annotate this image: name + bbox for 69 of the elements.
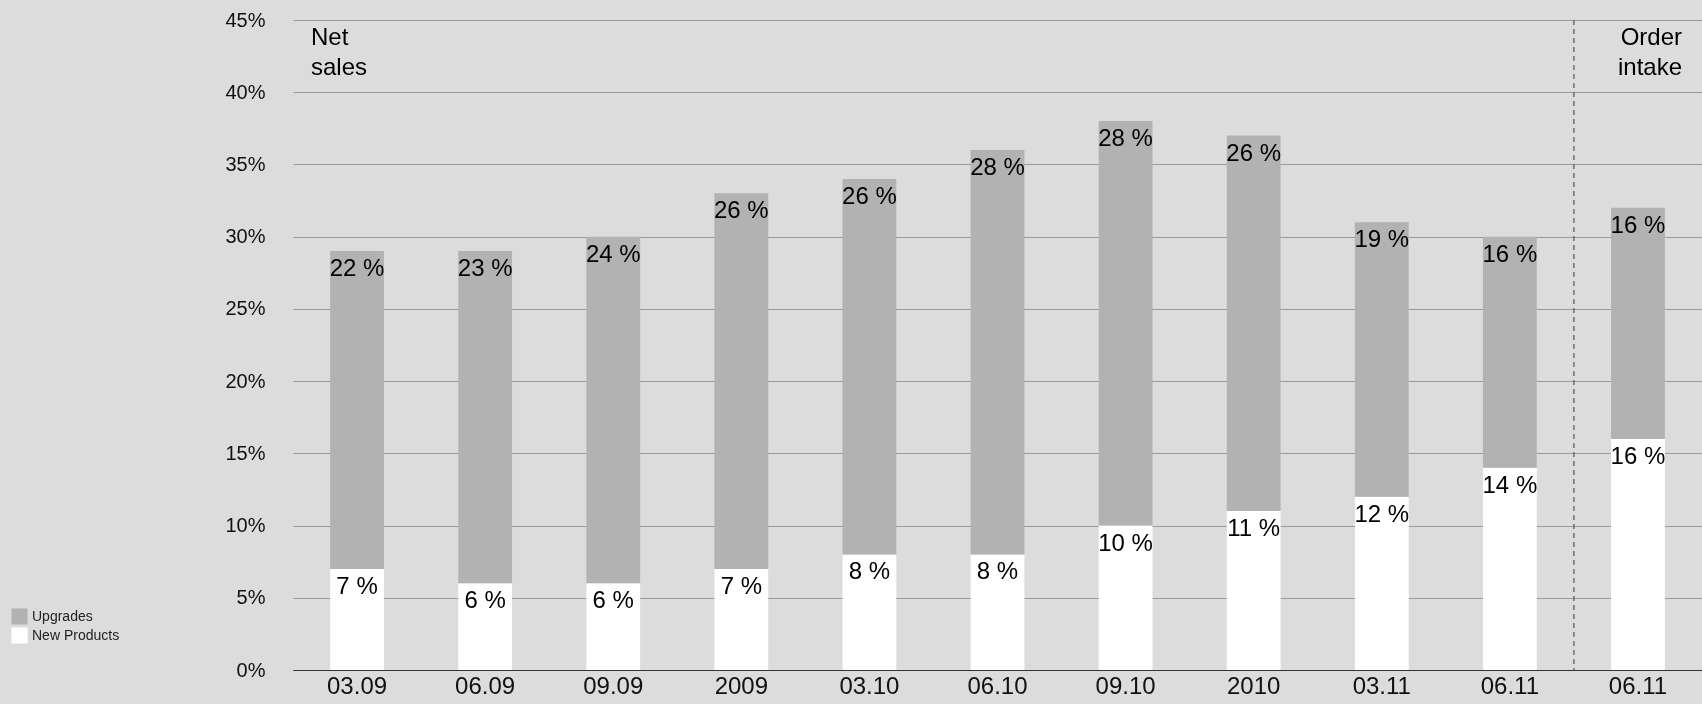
- data-label: 28 %: [970, 153, 1025, 180]
- data-label: 16 %: [1482, 239, 1538, 267]
- bar: [1354, 222, 1409, 497]
- data-label: 16 %: [1610, 210, 1666, 238]
- x-tick-label: 2010: [1226, 671, 1281, 699]
- bar: [970, 554, 1025, 670]
- y-tick-label: 10%: [225, 514, 266, 537]
- y-tick-label: 25%: [225, 297, 266, 320]
- legend-label: New Products: [32, 626, 120, 643]
- x-tick-label: 06.11: [1608, 671, 1668, 699]
- data-label: 8 %: [976, 557, 1019, 585]
- data-label: 12 %: [1354, 499, 1410, 527]
- bar: [586, 236, 641, 584]
- bar: [1482, 467, 1537, 670]
- bar: [1611, 207, 1665, 439]
- data-label: 23 %: [457, 254, 513, 282]
- data-label: 26 %: [842, 181, 897, 209]
- annotation: Net sales: [311, 23, 368, 80]
- bar: [458, 251, 513, 584]
- legend-label: Upgrades: [32, 607, 93, 624]
- bar: [1098, 525, 1153, 670]
- x-tick-label: 03.11: [1352, 671, 1411, 699]
- annotation: Order intake: [1617, 23, 1682, 80]
- data-label: 28 %: [1098, 124, 1153, 152]
- data-label: 7 %: [720, 571, 762, 599]
- data-label: 22 %: [329, 254, 385, 282]
- y-tick-label: 45%: [225, 8, 266, 31]
- bar: [1226, 511, 1281, 670]
- data-label: 24 %: [585, 239, 641, 267]
- x-tick-label: 09.09: [583, 671, 644, 699]
- x-tick-label: 06.09: [455, 671, 516, 699]
- data-label: 26 %: [713, 196, 769, 224]
- data-label: 7 %: [336, 571, 378, 599]
- y-tick-label: 15%: [225, 441, 266, 464]
- data-label: 11 %: [1227, 514, 1281, 542]
- bar: [330, 568, 384, 670]
- bar: [714, 193, 769, 569]
- bar: [714, 568, 769, 670]
- bar: [458, 583, 513, 670]
- x-tick-label: 06.11: [1480, 671, 1539, 699]
- bar: [1226, 135, 1281, 512]
- bar: [970, 150, 1025, 555]
- bar: [1611, 438, 1665, 670]
- y-tick-label: 5%: [236, 586, 266, 609]
- bar: [586, 583, 641, 670]
- data-label: 14 %: [1482, 470, 1538, 498]
- bar: [1098, 121, 1153, 526]
- data-label: 6 %: [464, 586, 506, 614]
- data-label: 19 %: [1354, 225, 1410, 253]
- x-tick-label: 09.10: [1095, 671, 1156, 699]
- y-tick-label: 40%: [225, 80, 266, 103]
- bar: [330, 251, 384, 569]
- x-tick-label: 06.10: [967, 671, 1028, 699]
- data-label: 10 %: [1098, 528, 1153, 556]
- x-tick-label: 03.09: [327, 671, 388, 699]
- bar: [1354, 496, 1409, 670]
- x-tick-label: 03.10: [839, 671, 900, 699]
- x-tick-label: 2009: [714, 671, 769, 699]
- y-tick-label: 0%: [236, 658, 266, 681]
- bar: [842, 554, 897, 670]
- data-label: 6 %: [592, 586, 634, 614]
- data-label: 8 %: [848, 557, 891, 585]
- bar: [1482, 236, 1537, 468]
- data-label: 16 %: [1610, 441, 1666, 469]
- y-tick-label: 20%: [225, 369, 266, 392]
- y-tick-label: 30%: [225, 225, 266, 248]
- bar: [842, 178, 897, 555]
- y-tick-label: 35%: [225, 152, 266, 175]
- data-label: 26 %: [1226, 138, 1282, 166]
